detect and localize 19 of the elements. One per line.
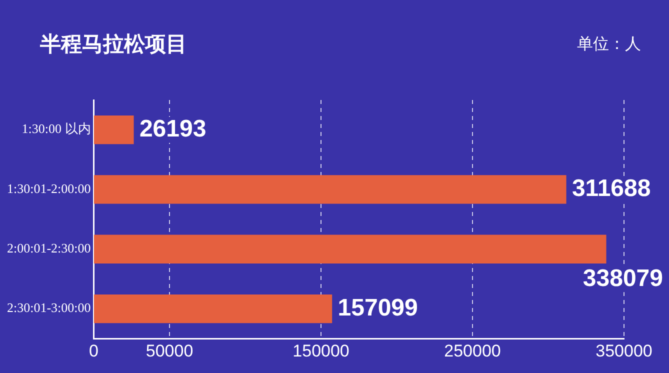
y-tick-label: 1:30:01-2:00:00 <box>6 180 91 196</box>
bar <box>94 294 332 324</box>
data-label: 26193 <box>139 115 206 142</box>
y-tick-label: 2:30:01-3:00:00 <box>6 300 91 316</box>
text: 单位：人 <box>577 34 641 55</box>
data-label: 157099 <box>338 294 418 322</box>
y-tick-label: 2:00:01-2:30:00 <box>6 240 91 256</box>
x-tick-label: 50000 <box>146 341 194 360</box>
x-tick-label: 350000 <box>596 341 652 360</box>
bar <box>94 234 606 264</box>
data-label: 338079 <box>582 264 663 292</box>
bar <box>94 175 566 204</box>
x-tick-label: 250000 <box>444 341 501 360</box>
x-tick-label: 0 <box>89 341 99 360</box>
data-label: 311688 <box>572 175 651 202</box>
x-tick-label: 150000 <box>292 341 350 360</box>
bar <box>94 115 134 144</box>
chart-title: 半程马拉松项目 <box>40 31 187 58</box>
y-tick-label: 1:30:00 以内 <box>22 121 91 136</box>
